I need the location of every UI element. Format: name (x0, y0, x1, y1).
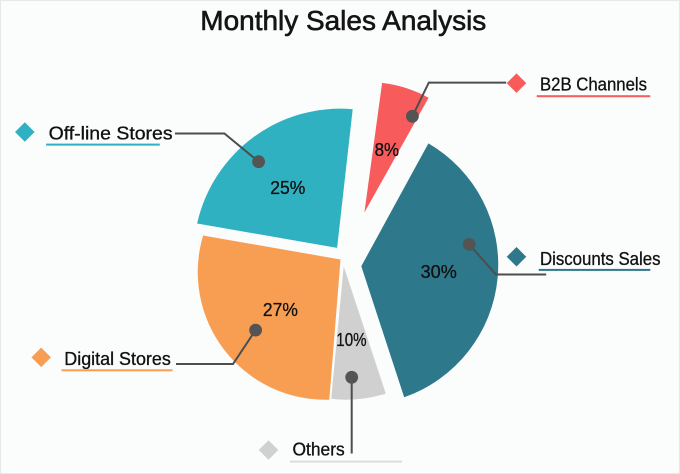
svg-text:27%: 27% (263, 299, 298, 320)
svg-text:Digital Stores: Digital Stores (64, 349, 171, 369)
svg-text:Discounts Sales: Discounts Sales (540, 249, 661, 269)
svg-text:8%: 8% (375, 139, 400, 160)
svg-text:Monthly Sales Analysis: Monthly Sales Analysis (200, 5, 486, 36)
svg-text:30%: 30% (421, 261, 457, 282)
svg-text:Off-line Stores: Off-line Stores (49, 124, 173, 144)
svg-text:25%: 25% (270, 177, 305, 198)
svg-text:Others: Others (293, 439, 345, 459)
svg-text:10%: 10% (336, 329, 366, 350)
svg-text:B2B Channels: B2B Channels (540, 75, 647, 95)
